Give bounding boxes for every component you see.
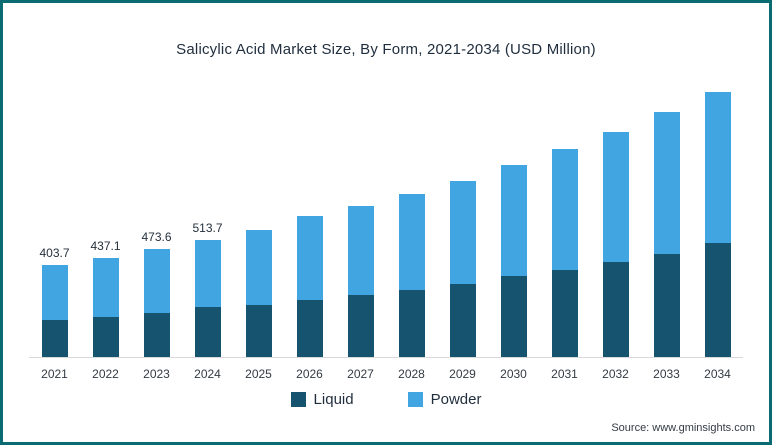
source-attribution: Source: www.gminsights.com — [611, 422, 755, 434]
powder-segment-2022 — [92, 257, 119, 317]
x-tick-2032: 2032 — [602, 367, 629, 381]
liquid-segment-2023 — [143, 313, 170, 357]
legend-label-powder: Powder — [430, 391, 482, 408]
x-tick-2024: 2024 — [194, 367, 221, 381]
data-label-2024: 513.7 — [192, 221, 223, 236]
legend-item-liquid: Liquid — [290, 391, 354, 408]
chart-plot-area: 403.7 437.1 473.6 513.7 2021 2022 2023 2024 202… — [29, 81, 743, 381]
stacked-bar-2025 — [245, 229, 272, 357]
stacked-bar-2024 — [194, 240, 221, 357]
x-tick-2031: 2031 — [551, 367, 578, 381]
bar-slot-2030 — [488, 81, 539, 357]
powder-swatch-icon — [407, 392, 423, 407]
liquid-segment-2031 — [551, 269, 578, 357]
stacked-bar-2031 — [551, 148, 578, 357]
stacked-bar-2021 — [41, 265, 68, 357]
liquid-segment-2025 — [245, 304, 272, 357]
legend-label-liquid: Liquid — [313, 391, 354, 408]
stacked-bar-2032 — [602, 132, 629, 357]
stacked-bar-2023 — [143, 249, 170, 357]
data-label-2023: 473.6 — [141, 230, 172, 245]
x-tick-2033: 2033 — [653, 367, 680, 381]
liquid-segment-2030 — [500, 275, 527, 357]
bar-slot-2025 — [233, 81, 284, 357]
stacked-bar-2034 — [704, 92, 731, 357]
bar-slot-2033 — [641, 81, 692, 357]
x-tick-2030: 2030 — [500, 367, 527, 381]
powder-segment-2026 — [296, 216, 323, 300]
bars-container: 403.7 437.1 473.6 513.7 — [29, 81, 743, 358]
liquid-segment-2032 — [602, 261, 629, 357]
stacked-bar-2030 — [500, 164, 527, 357]
liquid-segment-2024 — [194, 307, 221, 357]
bar-slot-2023: 473.6 — [131, 81, 182, 357]
powder-segment-2030 — [500, 164, 527, 276]
powder-segment-2025 — [245, 229, 272, 305]
bar-slot-2032 — [590, 81, 641, 357]
bar-slot-2027 — [335, 81, 386, 357]
x-axis-labels: 2021 2022 2023 2024 2025 2026 2027 2028 2029 2030… — [29, 358, 743, 381]
x-tick-2028: 2028 — [398, 367, 425, 381]
bar-slot-2024: 513.7 — [182, 81, 233, 357]
x-tick-2022: 2022 — [92, 367, 119, 381]
liquid-segment-2028 — [398, 289, 425, 357]
legend-item-powder: Powder — [407, 391, 482, 408]
powder-segment-2028 — [398, 193, 425, 290]
bar-slot-2022: 437.1 — [80, 81, 131, 357]
liquid-segment-2021 — [41, 320, 68, 357]
liquid-segment-2026 — [296, 299, 323, 357]
x-tick-2021: 2021 — [41, 367, 68, 381]
x-tick-2029: 2029 — [449, 367, 476, 381]
x-tick-2027: 2027 — [347, 367, 374, 381]
data-label-2021: 403.7 — [39, 246, 70, 261]
chart-title: Salicylic Acid Market Size, By Form, 202… — [176, 41, 596, 58]
powder-segment-2027 — [347, 205, 374, 295]
stacked-bar-2033 — [653, 112, 680, 357]
bar-slot-2031 — [539, 81, 590, 357]
stacked-bar-2022 — [92, 257, 119, 357]
x-tick-2023: 2023 — [143, 367, 170, 381]
liquid-segment-2027 — [347, 294, 374, 357]
data-label-2022: 437.1 — [90, 238, 121, 253]
liquid-segment-2022 — [92, 316, 119, 357]
powder-segment-2023 — [143, 249, 170, 314]
powder-segment-2033 — [653, 112, 680, 255]
powder-segment-2031 — [551, 148, 578, 270]
legend: Liquid Powder — [3, 391, 769, 408]
bar-slot-2028 — [386, 81, 437, 357]
stacked-bar-2028 — [398, 193, 425, 357]
liquid-swatch-icon — [290, 392, 306, 407]
powder-segment-2021 — [41, 265, 68, 321]
bar-slot-2026 — [284, 81, 335, 357]
liquid-segment-2029 — [449, 283, 476, 357]
x-tick-2034: 2034 — [704, 367, 731, 381]
powder-segment-2024 — [194, 240, 221, 308]
powder-segment-2032 — [602, 132, 629, 262]
stacked-bar-2029 — [449, 180, 476, 357]
powder-segment-2029 — [449, 180, 476, 284]
x-tick-2026: 2026 — [296, 367, 323, 381]
bar-slot-2021: 403.7 — [29, 81, 80, 357]
liquid-segment-2033 — [653, 254, 680, 357]
stacked-bar-2027 — [347, 205, 374, 357]
bar-slot-2034 — [692, 81, 743, 357]
x-tick-2025: 2025 — [245, 367, 272, 381]
bar-slot-2029 — [437, 81, 488, 357]
stacked-bar-2026 — [296, 216, 323, 357]
liquid-segment-2034 — [704, 243, 731, 357]
powder-segment-2034 — [704, 92, 731, 244]
